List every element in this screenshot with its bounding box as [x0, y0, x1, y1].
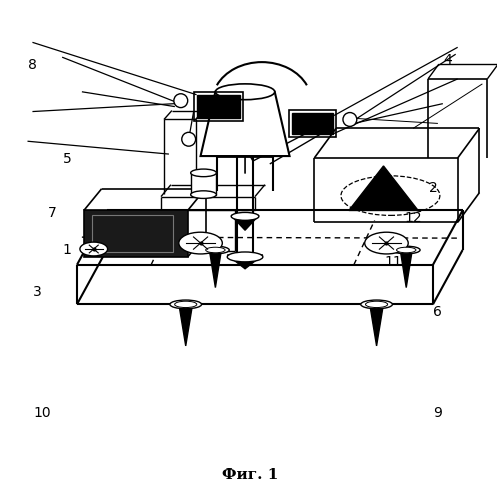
- Ellipse shape: [364, 232, 408, 254]
- Bar: [196, 94, 240, 118]
- Ellipse shape: [231, 212, 259, 220]
- Text: 0: 0: [250, 149, 256, 159]
- Circle shape: [174, 94, 188, 108]
- Polygon shape: [349, 166, 418, 210]
- Polygon shape: [200, 92, 290, 156]
- Bar: [288, 110, 336, 138]
- Polygon shape: [228, 255, 263, 269]
- Text: 2: 2: [428, 181, 438, 195]
- Ellipse shape: [392, 246, 420, 254]
- Bar: [84, 210, 188, 257]
- Text: 9: 9: [434, 406, 442, 420]
- Bar: [190, 173, 216, 195]
- Ellipse shape: [80, 242, 108, 256]
- Ellipse shape: [202, 246, 229, 254]
- Ellipse shape: [366, 301, 388, 308]
- Text: 6: 6: [434, 305, 442, 319]
- Text: 12: 12: [404, 211, 422, 225]
- Bar: [92, 216, 173, 252]
- Ellipse shape: [228, 252, 263, 262]
- Text: 4: 4: [444, 52, 452, 66]
- Text: 10: 10: [34, 406, 51, 420]
- Ellipse shape: [216, 84, 274, 100]
- Polygon shape: [180, 308, 192, 346]
- Text: 7: 7: [48, 206, 56, 220]
- Text: 3: 3: [33, 285, 42, 299]
- Ellipse shape: [179, 232, 222, 254]
- Polygon shape: [400, 253, 412, 288]
- Ellipse shape: [206, 247, 225, 253]
- Text: 5: 5: [62, 152, 72, 166]
- Ellipse shape: [396, 247, 416, 253]
- Polygon shape: [231, 216, 259, 230]
- Ellipse shape: [174, 301, 197, 308]
- Text: 11: 11: [384, 256, 402, 270]
- Bar: [292, 112, 333, 134]
- Ellipse shape: [190, 169, 216, 176]
- Ellipse shape: [190, 191, 216, 198]
- Ellipse shape: [361, 300, 392, 308]
- Circle shape: [343, 112, 357, 126]
- Text: Фиг. 1: Фиг. 1: [222, 468, 278, 482]
- Circle shape: [182, 132, 196, 146]
- Bar: [194, 92, 243, 122]
- Polygon shape: [370, 308, 383, 346]
- Polygon shape: [210, 253, 221, 288]
- Text: 1: 1: [62, 243, 72, 257]
- Text: 8: 8: [28, 58, 37, 71]
- Ellipse shape: [170, 300, 202, 308]
